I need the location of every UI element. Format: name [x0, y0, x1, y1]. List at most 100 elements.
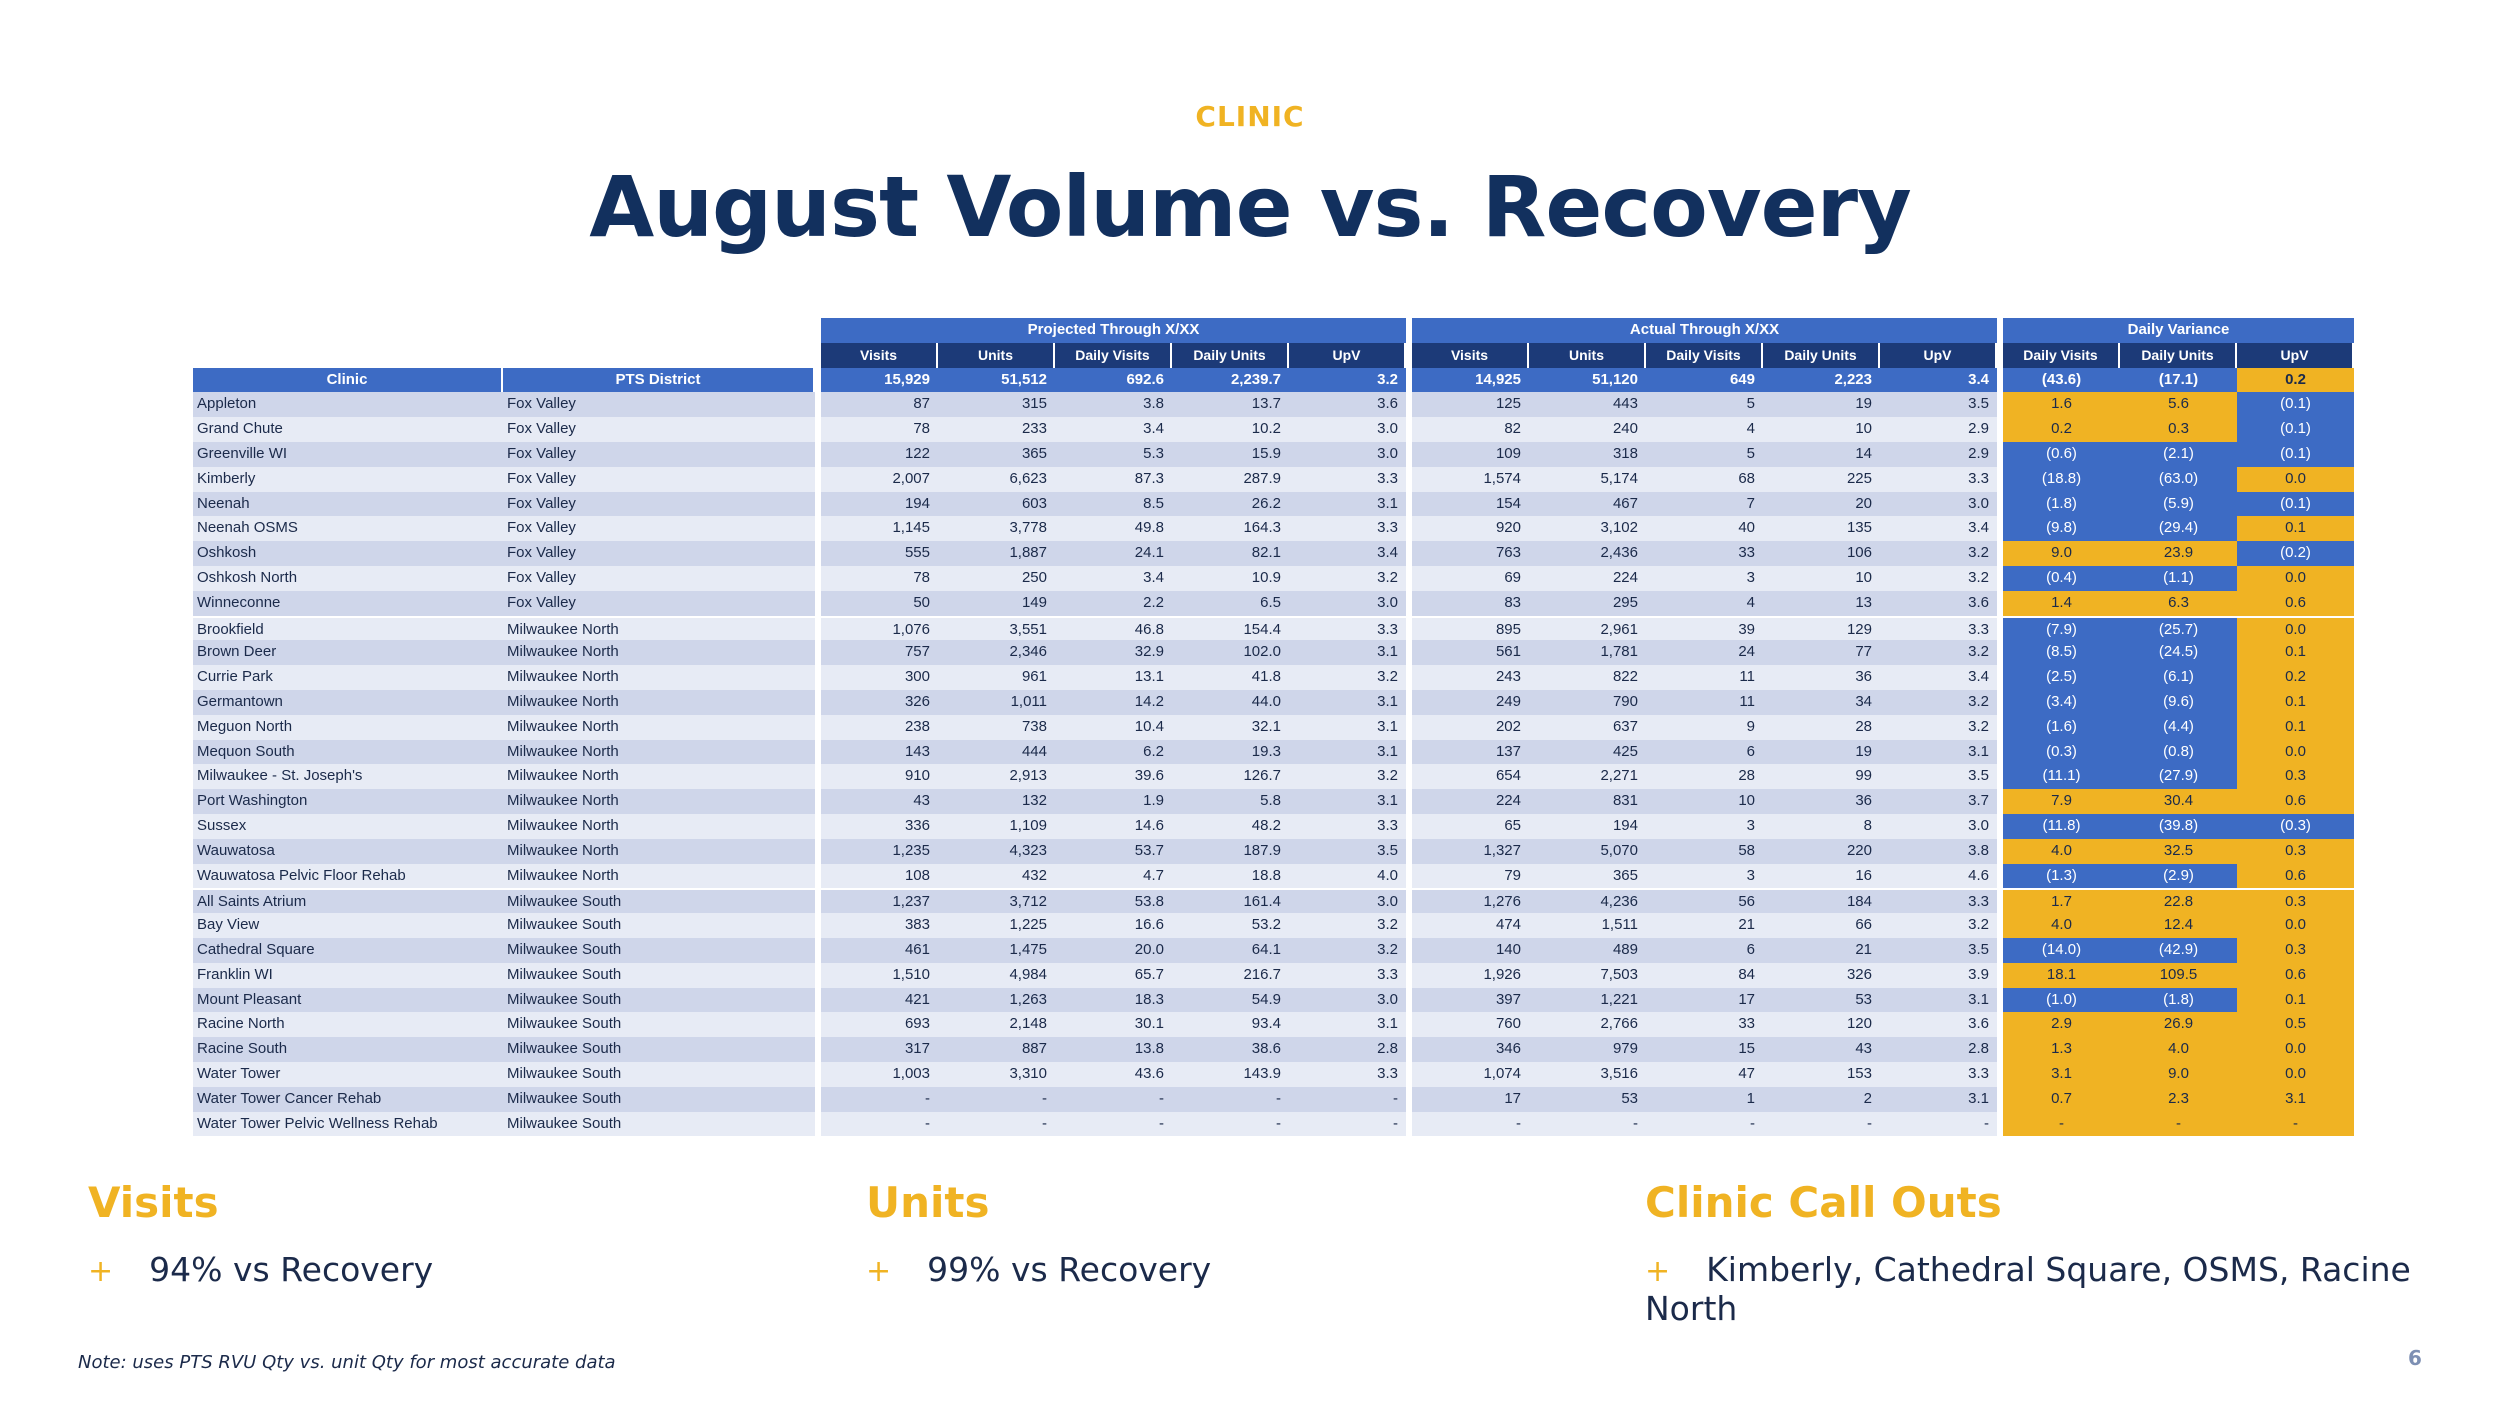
cell-variance-0: (18.8) — [2003, 466, 2120, 492]
cell-projected-2: 13.1 — [1055, 665, 1172, 690]
cell-actual-0: 65 — [1412, 813, 1529, 839]
cell-projected-2: - — [1055, 1086, 1172, 1112]
cell-variance-0: 0.7 — [2003, 1086, 2120, 1112]
cell-actual-3: 326 — [1763, 962, 1880, 988]
cell-clinic: Franklin WI — [193, 962, 503, 988]
cell-district: Milwaukee North — [503, 838, 815, 864]
cell-projected-2: 20.0 — [1055, 937, 1172, 963]
cell-actual-3: 106 — [1763, 541, 1880, 566]
cell-actual-1: 1,781 — [1529, 640, 1646, 666]
column-header-actual-4: UpV — [1880, 342, 1997, 368]
cell-projected-2: 53.8 — [1055, 888, 1172, 914]
cell-variance-2: (0.2) — [2237, 541, 2354, 566]
cell-actual-1: 2,436 — [1529, 541, 1646, 566]
column-header-district: PTS District — [503, 367, 815, 393]
cell-projected-3: 10.2 — [1172, 417, 1289, 442]
total-actual-3: 2,223 — [1763, 367, 1880, 393]
cell-actual-3: 2 — [1763, 1086, 1880, 1112]
cell-actual-3: 120 — [1763, 1012, 1880, 1038]
total-projected-1: 51,512 — [938, 367, 1055, 393]
cell-district: Fox Valley — [503, 466, 815, 492]
cell-actual-0: 82 — [1412, 417, 1529, 442]
cell-projected-2: 3.4 — [1055, 565, 1172, 591]
cell-actual-0: 1,276 — [1412, 888, 1529, 914]
cell-actual-3: 8 — [1763, 813, 1880, 839]
cell-actual-2: 33 — [1646, 541, 1763, 566]
cell-variance-0: 9.0 — [2003, 541, 2120, 566]
cell-district: Milwaukee North — [503, 764, 815, 790]
cell-actual-0: 154 — [1412, 491, 1529, 517]
cell-district: Fox Valley — [503, 441, 815, 467]
callout-bullet-units: +99% vs Recovery — [866, 1250, 1212, 1289]
cell-projected-4: 3.6 — [1289, 392, 1406, 418]
callout-heading-units: Units — [866, 1178, 990, 1227]
cell-projected-4: 3.3 — [1289, 962, 1406, 988]
cell-projected-4: - — [1289, 1086, 1406, 1112]
cell-variance-0: 1.6 — [2003, 392, 2120, 418]
plus-icon: + — [1645, 1254, 1671, 1289]
cell-projected-2: 3.4 — [1055, 417, 1172, 442]
cell-clinic: Sussex — [193, 813, 503, 839]
cell-actual-3: 13 — [1763, 590, 1880, 616]
cell-variance-2: 0.1 — [2237, 714, 2354, 740]
cell-variance-2: 0.3 — [2237, 764, 2354, 790]
cell-projected-2: 87.3 — [1055, 466, 1172, 492]
cell-district: Fox Valley — [503, 590, 815, 616]
cell-projected-0: 693 — [821, 1012, 938, 1038]
cell-district: Milwaukee South — [503, 1086, 815, 1112]
cell-actual-1: 318 — [1529, 441, 1646, 467]
cell-actual-0: 397 — [1412, 987, 1529, 1013]
cell-variance-0: (9.8) — [2003, 516, 2120, 542]
cell-projected-2: - — [1055, 1111, 1172, 1137]
cell-projected-1: 250 — [938, 565, 1055, 591]
cell-variance-0: 1.7 — [2003, 888, 2120, 914]
callout-heading-visits: Visits — [88, 1178, 219, 1227]
cell-variance-1: 6.3 — [2120, 590, 2237, 616]
cell-projected-2: 5.3 — [1055, 441, 1172, 467]
total-variance-1: (17.1) — [2120, 367, 2237, 393]
cell-projected-3: 5.8 — [1172, 789, 1289, 814]
cell-actual-2: - — [1646, 1111, 1763, 1137]
cell-projected-4: 3.2 — [1289, 764, 1406, 790]
cell-projected-4: 3.0 — [1289, 590, 1406, 616]
cell-projected-1: 365 — [938, 441, 1055, 467]
cell-actual-2: 3 — [1646, 565, 1763, 591]
cell-projected-0: 87 — [821, 392, 938, 418]
cell-projected-1: 887 — [938, 1037, 1055, 1062]
cell-projected-4: 3.1 — [1289, 491, 1406, 517]
cell-clinic: Brookfield — [193, 615, 503, 641]
cell-actual-3: 36 — [1763, 789, 1880, 814]
cell-projected-4: 3.1 — [1289, 739, 1406, 765]
table-row: Water Tower Cancer Rehab Milwaukee South -… — [193, 1086, 2354, 1112]
cell-actual-0: 140 — [1412, 937, 1529, 963]
cell-actual-4: 3.4 — [1880, 516, 1997, 542]
cell-projected-0: 1,145 — [821, 516, 938, 542]
cell-projected-3: 154.4 — [1172, 615, 1289, 641]
cell-district: Fox Valley — [503, 417, 815, 442]
cell-projected-1: 233 — [938, 417, 1055, 442]
cell-variance-0: (14.0) — [2003, 937, 2120, 963]
table-row: Sussex Milwaukee North 336 1,109 14.6 48.2 3.3… — [193, 813, 2354, 839]
cell-projected-0: 1,510 — [821, 962, 938, 988]
cell-actual-0: 79 — [1412, 863, 1529, 889]
cell-actual-4: 3.5 — [1880, 764, 1997, 790]
cell-projected-1: 3,310 — [938, 1061, 1055, 1087]
cell-actual-2: 6 — [1646, 937, 1763, 963]
cell-actual-0: 83 — [1412, 590, 1529, 616]
cell-variance-1: (27.9) — [2120, 764, 2237, 790]
cell-district: Fox Valley — [503, 516, 815, 542]
cell-actual-3: 43 — [1763, 1037, 1880, 1062]
cell-actual-2: 7 — [1646, 491, 1763, 517]
cell-district: Fox Valley — [503, 541, 815, 566]
section-eyebrow: CLINIC — [1195, 100, 1305, 133]
cell-projected-0: 78 — [821, 565, 938, 591]
cell-projected-1: 1,225 — [938, 913, 1055, 938]
cell-actual-3: 77 — [1763, 640, 1880, 666]
cell-actual-2: 84 — [1646, 962, 1763, 988]
table-totals-row: Clinic PTS District 15,929 51,512 692.6 2,2… — [193, 367, 2354, 393]
cell-projected-3: 216.7 — [1172, 962, 1289, 988]
cell-actual-0: 1,574 — [1412, 466, 1529, 492]
cell-projected-2: 49.8 — [1055, 516, 1172, 542]
cell-projected-1: 1,475 — [938, 937, 1055, 963]
column-header-actual-1: Units — [1529, 342, 1646, 368]
